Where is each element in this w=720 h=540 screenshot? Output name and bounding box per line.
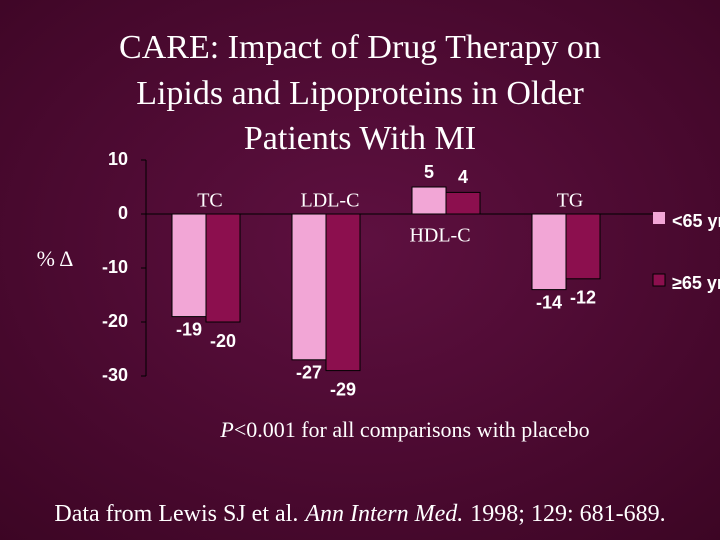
source-journal: Ann Intern Med. (303, 501, 463, 527)
value-label: 4 (458, 167, 468, 187)
title-line: Patients With MI (244, 120, 476, 157)
source-text: Data from Lewis SJ et al. (54, 501, 298, 527)
category-label: HDL-C (409, 225, 470, 247)
y-tick-label: 0 (118, 203, 128, 223)
bar (411, 186, 447, 215)
bar (171, 213, 207, 318)
category-label: TG (557, 190, 584, 212)
y-tick-label: -30 (102, 365, 128, 385)
y-tick-label: -10 (102, 257, 128, 277)
title: CARE: Impact of Drug Therapy on Lipids a… (119, 29, 601, 157)
category-label: TC (197, 190, 223, 212)
bar (565, 213, 601, 280)
legend-label: <65 yr (672, 211, 720, 231)
bar (531, 213, 567, 291)
value-label: 5 (424, 162, 434, 182)
y-tick-label: 10 (108, 149, 128, 169)
value-label: -29 (330, 379, 356, 399)
bar (325, 213, 361, 372)
source-text: 1998; 129: 681-689. (470, 501, 665, 527)
value-label: -12 (570, 288, 596, 308)
note: P<0.001 for all comparisons with placebo (219, 417, 589, 442)
y-axis-label: % Δ (37, 246, 74, 271)
value-label: -27 (296, 363, 322, 383)
bar (291, 213, 327, 361)
legend-label: ≥65 yr (672, 273, 720, 293)
bar (205, 213, 241, 323)
title-line: Lipids and Lipoproteins in Older (136, 75, 584, 112)
value-label: -20 (210, 331, 236, 351)
note-emphasis: P (219, 417, 233, 442)
category-label: LDL-C (301, 190, 360, 212)
value-label: -14 (536, 292, 562, 312)
value-label: -19 (176, 319, 202, 339)
title-line: CARE: Impact of Drug Therapy on (119, 29, 601, 66)
legend-swatch (653, 212, 665, 224)
note-text: <0.001 for all comparisons with placebo (234, 417, 590, 442)
legend-swatch (652, 273, 666, 287)
bar (445, 191, 481, 215)
source: Data from Lewis SJ et al. Ann Intern Med.… (54, 501, 665, 527)
y-tick-label: -20 (102, 311, 128, 331)
